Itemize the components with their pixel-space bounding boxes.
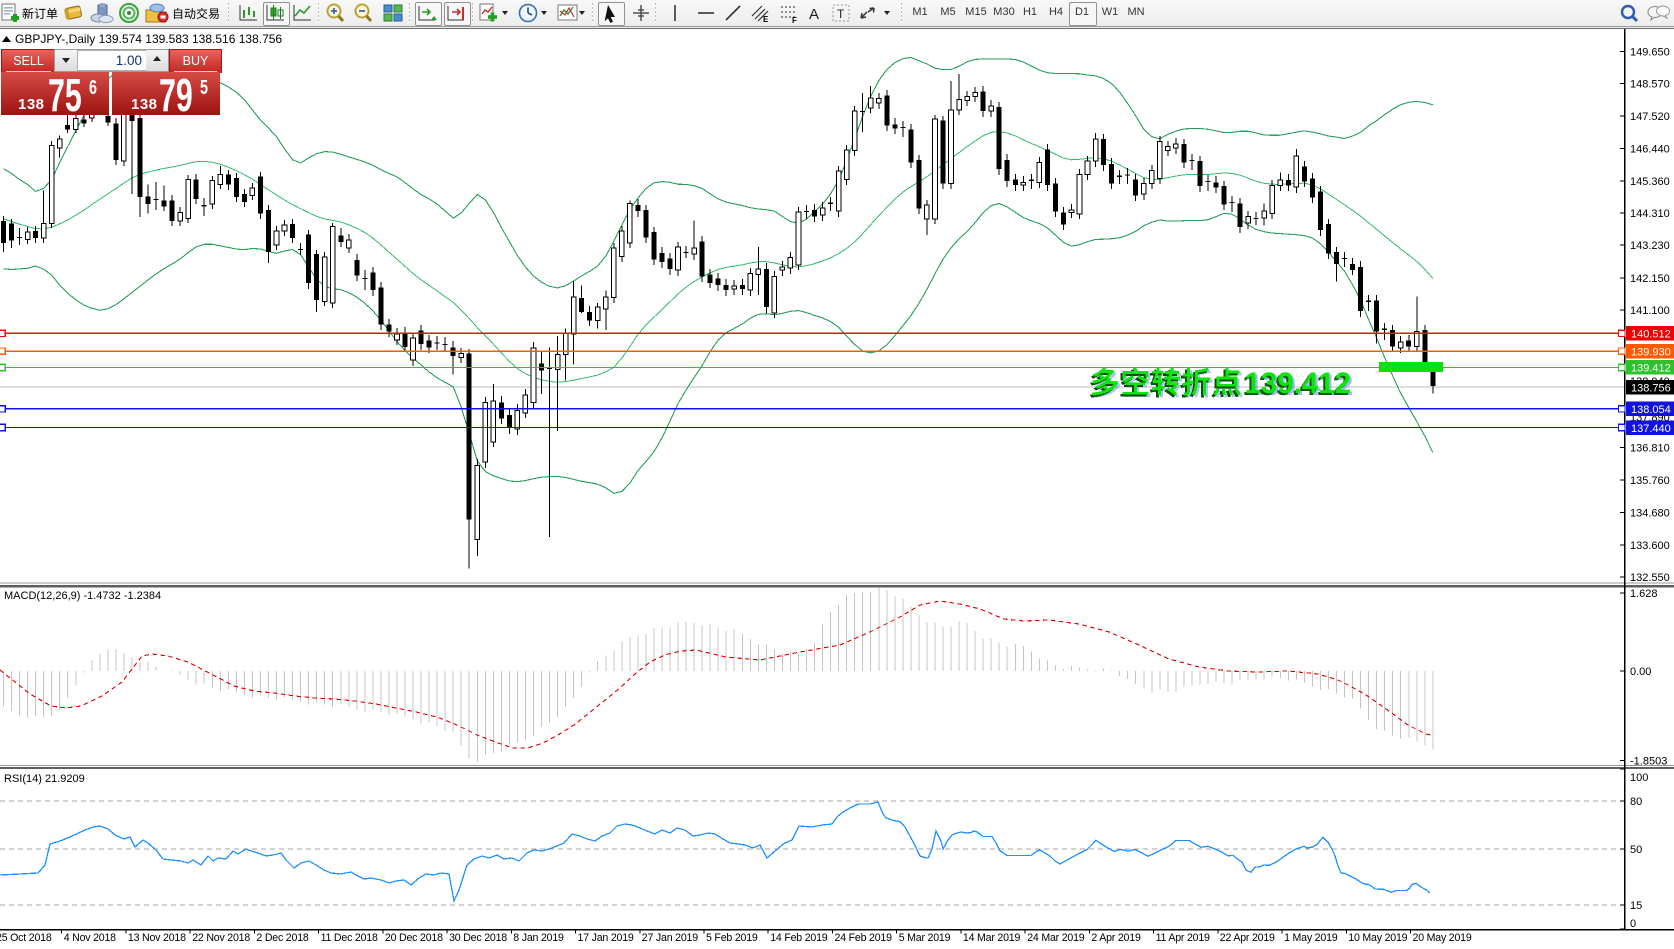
svg-text:2 Apr 2019: 2 Apr 2019 — [1091, 932, 1141, 944]
svg-text:80: 80 — [1630, 796, 1642, 808]
svg-text:141.100: 141.100 — [1630, 305, 1670, 317]
svg-text:0: 0 — [1630, 918, 1636, 930]
svg-text:10 May 2019: 10 May 2019 — [1348, 932, 1407, 944]
svg-text:148.570: 148.570 — [1630, 79, 1670, 91]
svg-text:140.512: 140.512 — [1631, 329, 1671, 341]
svg-text:139.930: 139.930 — [1631, 346, 1671, 358]
svg-text:149.650: 149.650 — [1630, 47, 1670, 59]
svg-text:50: 50 — [1630, 844, 1642, 856]
svg-text:13 Nov 2018: 13 Nov 2018 — [128, 932, 186, 944]
svg-text:-1.8503: -1.8503 — [1630, 756, 1667, 768]
svg-text:139.412: 139.412 — [1245, 367, 1352, 400]
svg-text:20 May 2019: 20 May 2019 — [1413, 932, 1472, 944]
svg-text:20 Dec 2018: 20 Dec 2018 — [385, 932, 443, 944]
svg-text:8 Jan 2019: 8 Jan 2019 — [513, 932, 564, 944]
svg-text:0.00: 0.00 — [1630, 666, 1651, 678]
svg-text:F: F — [792, 16, 797, 24]
svg-text:147.520: 147.520 — [1630, 111, 1670, 123]
svg-text:4 Nov 2018: 4 Nov 2018 — [64, 932, 116, 944]
svg-text:5 Feb 2019: 5 Feb 2019 — [706, 932, 758, 944]
svg-text:17 Jan 2019: 17 Jan 2019 — [578, 932, 634, 944]
svg-text:E: E — [763, 15, 769, 24]
svg-text:1.628: 1.628 — [1630, 588, 1658, 600]
svg-text:22 Apr 2019: 22 Apr 2019 — [1220, 932, 1275, 944]
svg-text:145.360: 145.360 — [1630, 176, 1670, 188]
svg-text:27 Jan 2019: 27 Jan 2019 — [642, 932, 698, 944]
svg-text:RSI(14) 21.9209: RSI(14) 21.9209 — [4, 773, 85, 785]
svg-text:T: T — [837, 7, 845, 21]
svg-text:5 Mar 2019: 5 Mar 2019 — [899, 932, 951, 944]
svg-text:138.054: 138.054 — [1631, 404, 1671, 416]
svg-text:135.760: 135.760 — [1630, 475, 1670, 487]
svg-text:MACD(12,26,9) -1.4732 -1.2384: MACD(12,26,9) -1.4732 -1.2384 — [4, 590, 161, 602]
svg-text:144.310: 144.310 — [1630, 208, 1670, 220]
svg-text:137.440: 137.440 — [1631, 423, 1671, 435]
svg-text:138.756: 138.756 — [1631, 382, 1671, 394]
svg-text:139.412: 139.412 — [1243, 369, 1350, 402]
svg-text:134.680: 134.680 — [1630, 508, 1670, 520]
svg-text:GBPJPY-,Daily 139.574 139.583: GBPJPY-,Daily 139.574 139.583 138.516 13… — [15, 32, 282, 46]
svg-text:143.230: 143.230 — [1630, 240, 1670, 252]
svg-text:30 Dec 2018: 30 Dec 2018 — [449, 932, 507, 944]
svg-text:139.412: 139.412 — [1247, 369, 1354, 402]
svg-text:142.150: 142.150 — [1630, 273, 1670, 285]
svg-text:14 Mar 2019: 14 Mar 2019 — [963, 932, 1021, 944]
svg-text:100: 100 — [1630, 772, 1648, 784]
svg-text:146.440: 146.440 — [1630, 143, 1670, 155]
svg-text:A: A — [809, 6, 819, 23]
svg-text:25 Oct 2018: 25 Oct 2018 — [0, 932, 52, 944]
svg-text:14 Feb 2019: 14 Feb 2019 — [770, 932, 828, 944]
svg-text:22 Nov 2018: 22 Nov 2018 — [192, 932, 250, 944]
svg-text:132.550: 132.550 — [1630, 572, 1670, 584]
svg-text:1 May 2019: 1 May 2019 — [1284, 932, 1338, 944]
svg-text:15: 15 — [1630, 900, 1642, 912]
svg-text:136.810: 136.810 — [1630, 443, 1670, 455]
svg-text:11 Apr 2019: 11 Apr 2019 — [1156, 932, 1210, 944]
svg-text:11 Dec 2018: 11 Dec 2018 — [321, 932, 378, 944]
svg-text:133.600: 133.600 — [1630, 540, 1670, 552]
svg-text:139.412: 139.412 — [1631, 363, 1671, 375]
svg-text:24 Feb 2019: 24 Feb 2019 — [835, 932, 893, 944]
svg-text:24 Mar 2019: 24 Mar 2019 — [1027, 932, 1085, 944]
svg-text:2 Dec 2018: 2 Dec 2018 — [256, 932, 308, 944]
